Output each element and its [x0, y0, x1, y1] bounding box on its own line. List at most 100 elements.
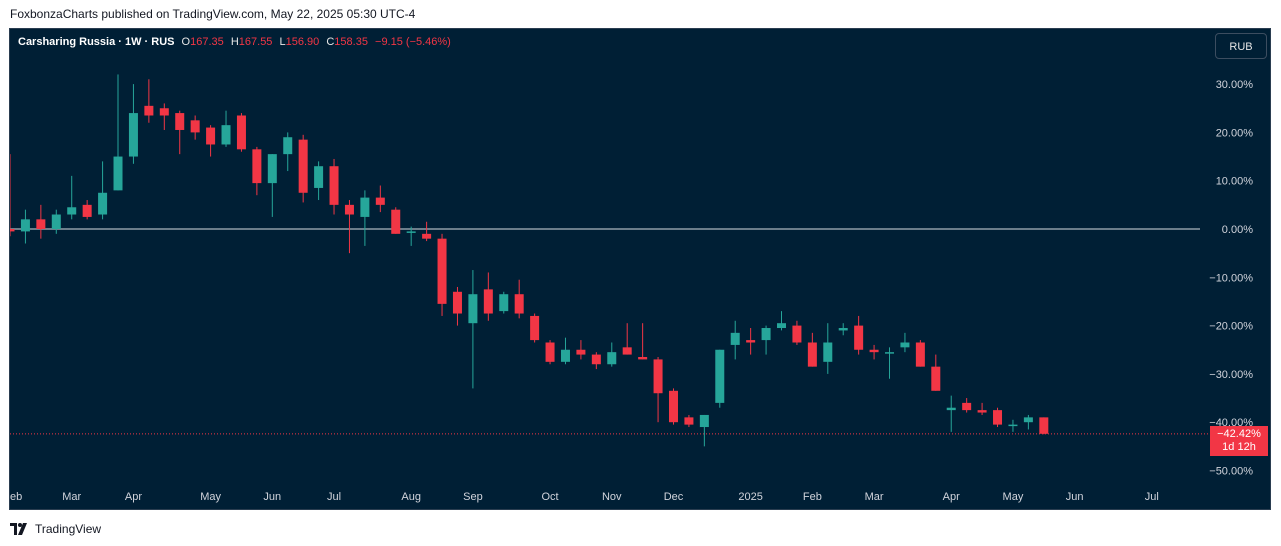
candle-body-up — [730, 332, 740, 345]
candle-body-up — [607, 352, 617, 365]
candle-body-down — [422, 233, 432, 239]
candle-body-up — [1023, 417, 1033, 423]
x-tick-label: Mar — [865, 491, 884, 503]
candle-body-down — [746, 340, 756, 343]
candle-body-up — [98, 192, 108, 215]
x-tick-label: Jul — [327, 491, 341, 503]
candle-body-up — [406, 231, 416, 233]
candle-body-down — [159, 108, 169, 116]
candle-body-up — [468, 294, 478, 324]
candle-body-down — [190, 120, 200, 133]
candle-body-up — [946, 407, 956, 411]
candle-body-down — [653, 359, 663, 394]
candle-body-down — [977, 410, 987, 413]
x-tick-label: Dec — [664, 491, 684, 503]
candle-body-up — [838, 328, 848, 331]
x-tick-label: Apr — [125, 491, 142, 503]
candle-body-down — [576, 349, 586, 355]
candle-body-up — [699, 414, 709, 428]
candle-body-down — [869, 349, 879, 353]
candle-body-up — [283, 137, 293, 155]
y-tick-label: 0.00% — [1222, 224, 1253, 236]
candle-body-up — [499, 294, 509, 312]
candlestick-chart[interactable]: 30.00% 20.00% 10.00% 0.00% −10.00% −20.00% −30… — [10, 29, 1270, 509]
candle-body-up — [67, 207, 77, 215]
chart-panel[interactable]: 30.00% 20.00% 10.00% 0.00% −10.00% −20.00% −30… — [9, 28, 1271, 510]
y-tick-label: −10.00% — [1209, 272, 1253, 284]
candle-body-down — [915, 342, 925, 367]
candle-body-up — [1008, 424, 1018, 427]
candle-body-up — [777, 323, 786, 329]
candle-body-up — [715, 349, 725, 403]
candle-body-down — [391, 209, 401, 234]
x-tick-label: Feb — [803, 491, 822, 503]
close-value: 158.35 — [334, 36, 368, 48]
candle-body-down — [236, 115, 246, 150]
candle-body-down — [993, 410, 1003, 425]
x-tick-label: May — [1003, 491, 1024, 503]
tradingview-logo-icon — [10, 523, 27, 535]
y-tick-label: 10.00% — [1216, 176, 1254, 188]
high-value: 167.55 — [238, 36, 273, 48]
candle-body-up — [267, 154, 277, 184]
footer-brand: TradingView — [10, 519, 101, 539]
candle-body-down — [483, 289, 493, 314]
candle-body-down — [344, 204, 354, 215]
candle-body-down — [807, 342, 817, 367]
candle-body-down — [792, 325, 802, 343]
x-tick-label: Jul — [1145, 491, 1159, 503]
candle-body-down — [638, 356, 648, 360]
change-value: −9.15 (−5.46%) — [375, 36, 451, 48]
x-tick-label: May — [200, 491, 221, 503]
symbol-legend: Carsharing Russia · 1W · RUS O167.35 H16… — [18, 36, 451, 48]
candle-body-down — [1039, 417, 1049, 434]
currency-button[interactable]: RUB — [1215, 33, 1267, 59]
y-tick-label: 30.00% — [1216, 79, 1254, 91]
open-label: O — [181, 36, 191, 48]
candle-body-down — [82, 204, 92, 217]
candle-body-down — [375, 197, 385, 205]
candle-body-down — [437, 238, 447, 304]
symbol-title: Carsharing Russia · 1W · RUS — [18, 36, 175, 48]
candle-body-down — [591, 354, 601, 365]
candle-body-down — [514, 294, 524, 314]
candle-body-up — [761, 328, 771, 341]
candle-body-down — [329, 166, 339, 205]
last-price-badge: −42.42% 1d 12h — [1210, 426, 1268, 456]
candle-body-down — [684, 417, 694, 425]
low-value: 156.90 — [285, 36, 320, 48]
candle-body-down — [530, 315, 540, 341]
publisher-header: FoxbonzaCharts published on TradingView.… — [0, 0, 1281, 28]
bar-countdown: 1d 12h — [1222, 441, 1256, 453]
x-tick-label: Sep — [463, 491, 483, 503]
x-tick-label: Jun — [263, 491, 281, 503]
x-tick-label: Mar — [62, 491, 81, 503]
candle-body-down — [298, 139, 308, 193]
candle-body-up — [113, 156, 123, 191]
candle-body-up — [51, 214, 61, 229]
candle-body-down — [10, 229, 15, 232]
candle-body-up — [314, 166, 324, 188]
candle-body-down — [252, 149, 262, 184]
x-tick-label: Jun — [1066, 491, 1084, 503]
y-tick-label: −30.00% — [1209, 369, 1253, 381]
y-tick-label: −50.00% — [1209, 466, 1253, 478]
high-label: H — [230, 36, 239, 48]
publisher-text: FoxbonzaCharts published on TradingView.… — [10, 7, 416, 21]
candle-body-down — [545, 342, 555, 362]
candle-body-up — [823, 342, 833, 362]
close-label: C — [326, 36, 335, 48]
y-tick-label: 20.00% — [1216, 127, 1254, 139]
low-label: L — [279, 36, 286, 48]
x-tick-label: Apr — [943, 491, 960, 503]
x-tick-label: 2025 — [738, 491, 762, 503]
candle-body-up — [560, 349, 570, 362]
candle-body-down — [622, 347, 632, 355]
candle-body-up — [885, 352, 895, 354]
x-tick-label: Nov — [602, 491, 622, 503]
candle-body-up — [360, 197, 370, 217]
candle-body-down — [962, 402, 972, 411]
last-price-value: −42.42% — [1217, 428, 1261, 440]
x-tick-label: Aug — [401, 491, 421, 503]
x-tick-label: Oct — [541, 491, 558, 503]
